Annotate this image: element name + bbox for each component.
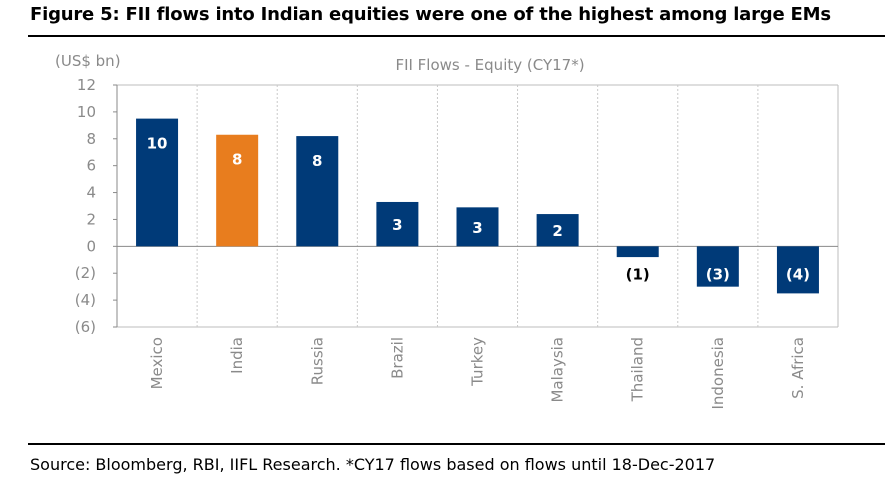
y-tick-label: 8	[86, 130, 96, 148]
x-tick-label: Turkey	[469, 337, 487, 387]
y-tick-label: (4)	[75, 291, 96, 309]
data-label: (1)	[626, 265, 650, 283]
data-label: 10	[147, 135, 168, 153]
source-note: Source: Bloomberg, RBI, IIFL Research. *…	[30, 455, 716, 474]
y-tick-label: (6)	[75, 318, 96, 336]
y-tick-label: 0	[86, 237, 96, 255]
data-label: 2	[552, 222, 562, 240]
bar-india	[216, 134, 259, 247]
bar-russia	[296, 136, 339, 247]
x-tick-label: Thailand	[629, 337, 647, 402]
x-tick-label: Mexico	[148, 337, 166, 389]
x-tick-label: Indonesia	[709, 337, 727, 410]
x-tick-label: Russia	[308, 337, 326, 385]
x-tick-label: S. Africa	[789, 337, 807, 399]
chart-title: FII Flows - Equity (CY17*)	[395, 56, 584, 74]
plot-area: 12 10 8 6 4 2 0 (2) (4) (6) 10 Mexico 8 India 8 Russia 3…	[75, 76, 839, 410]
top-rule	[28, 35, 885, 37]
y-tick-label: 4	[86, 184, 96, 202]
y-tick-label: 6	[86, 157, 96, 175]
data-label: 3	[392, 216, 402, 234]
x-tick-label: Brazil	[388, 337, 406, 379]
x-tick-label: India	[228, 337, 246, 374]
data-label: 8	[232, 151, 242, 169]
bar-s-africa	[776, 246, 819, 294]
bar-brazil	[376, 201, 419, 247]
x-tick-label: Malaysia	[549, 337, 567, 403]
data-label: 3	[472, 219, 482, 237]
bar-mexico	[136, 118, 179, 247]
y-tick-label: 10	[77, 103, 96, 121]
data-label: 8	[312, 152, 322, 170]
bottom-rule	[28, 443, 885, 445]
bar-turkey	[456, 207, 499, 247]
data-label: (3)	[706, 265, 730, 283]
data-label: (4)	[786, 265, 810, 283]
y-tick-label: 12	[77, 76, 96, 94]
y-tick-label: (2)	[75, 264, 96, 282]
y-tick-label: 2	[86, 210, 96, 228]
figure-title: Figure 5: FII flows into Indian equities…	[30, 4, 831, 25]
bar-indonesia	[696, 246, 739, 287]
bar-chart: (US$ bn) FII Flows - Equity (CY17*) 12 10…	[55, 52, 839, 410]
bar-thailand	[616, 246, 659, 258]
bar-malaysia	[536, 214, 579, 247]
y-unit-label: (US$ bn)	[55, 52, 121, 70]
